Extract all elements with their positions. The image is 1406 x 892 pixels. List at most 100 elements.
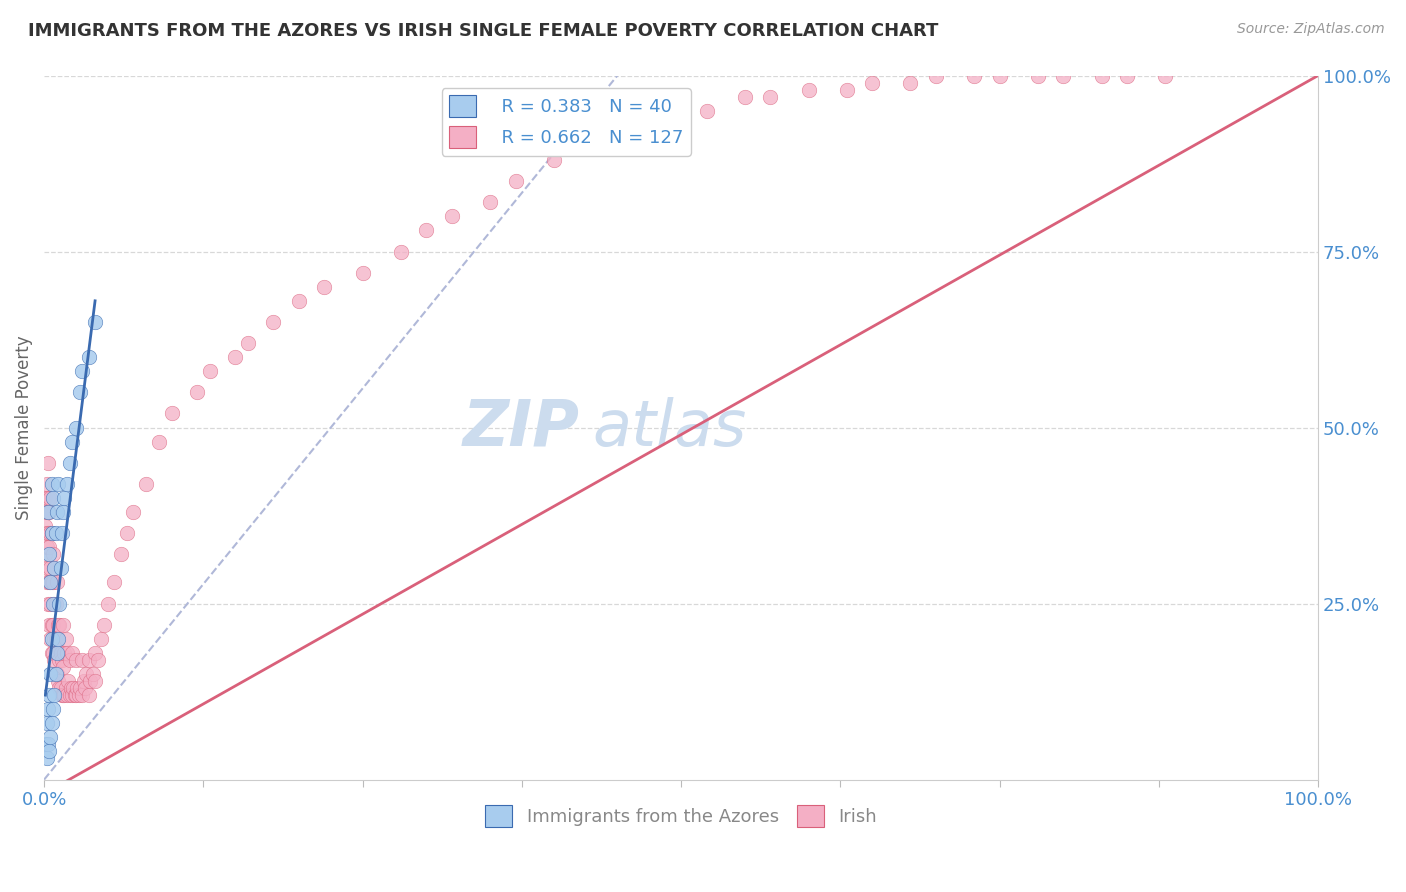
Point <box>49 681 72 695</box>
Point <box>1154 69 1177 83</box>
Point <box>122 505 145 519</box>
Point <box>77 653 100 667</box>
Point <box>46 632 69 646</box>
Point <box>79 673 101 688</box>
Point <box>389 244 412 259</box>
Point <box>42 491 65 505</box>
Point <box>51 653 73 667</box>
Point <box>34 491 56 505</box>
Point <box>835 82 858 96</box>
Point <box>45 632 67 646</box>
Text: IMMIGRANTS FROM THE AZORES VS IRISH SINGLE FEMALE POVERTY CORRELATION CHART: IMMIGRANTS FROM THE AZORES VS IRISH SING… <box>28 22 938 40</box>
Point <box>52 688 75 702</box>
Point <box>37 702 59 716</box>
Point <box>60 688 83 702</box>
Point <box>115 526 138 541</box>
Point <box>42 646 65 660</box>
Point <box>72 364 94 378</box>
Point <box>77 688 100 702</box>
Point <box>110 547 132 561</box>
Point <box>49 561 72 575</box>
Point <box>38 575 60 590</box>
Point <box>51 526 73 541</box>
Point <box>84 315 107 329</box>
Point <box>75 667 97 681</box>
Legend: Immigrants from the Azores, Irish: Immigrants from the Azores, Irish <box>478 797 884 834</box>
Point <box>45 526 67 541</box>
Point <box>77 350 100 364</box>
Point <box>84 646 107 660</box>
Point <box>38 541 60 555</box>
Point <box>37 491 59 505</box>
Point <box>568 139 591 153</box>
Point <box>37 597 59 611</box>
Point <box>39 632 62 646</box>
Point <box>35 526 58 541</box>
Point <box>797 82 820 96</box>
Point <box>1116 69 1139 83</box>
Point <box>55 632 77 646</box>
Point <box>34 547 56 561</box>
Point <box>48 681 70 695</box>
Point <box>62 681 84 695</box>
Point <box>39 597 62 611</box>
Point <box>1052 69 1074 83</box>
Point <box>51 688 73 702</box>
Point <box>45 575 67 590</box>
Point <box>58 673 80 688</box>
Point <box>41 617 63 632</box>
Point <box>224 350 246 364</box>
Point <box>39 575 62 590</box>
Point <box>35 505 58 519</box>
Point <box>505 174 527 188</box>
Point <box>41 476 63 491</box>
Point <box>41 632 63 646</box>
Point <box>59 681 82 695</box>
Point <box>49 646 72 660</box>
Point <box>73 681 96 695</box>
Point <box>72 673 94 688</box>
Text: ZIP: ZIP <box>463 397 579 458</box>
Point <box>198 364 221 378</box>
Point <box>288 293 311 308</box>
Point <box>56 646 79 660</box>
Point <box>734 89 756 103</box>
Point <box>103 575 125 590</box>
Point <box>669 103 692 118</box>
Point <box>35 476 58 491</box>
Point <box>38 547 60 561</box>
Point <box>479 195 502 210</box>
Point <box>48 653 70 667</box>
Point <box>42 617 65 632</box>
Point <box>41 646 63 660</box>
Point <box>72 653 94 667</box>
Point <box>39 561 62 575</box>
Point <box>45 505 67 519</box>
Point <box>48 617 70 632</box>
Point <box>963 69 986 83</box>
Point <box>58 456 80 470</box>
Point <box>39 667 62 681</box>
Point <box>72 688 94 702</box>
Point <box>66 681 89 695</box>
Point <box>45 597 67 611</box>
Point <box>925 69 948 83</box>
Point <box>759 89 782 103</box>
Point <box>42 547 65 561</box>
Point <box>44 653 66 667</box>
Point <box>988 69 1011 83</box>
Point <box>42 575 65 590</box>
Point <box>37 456 59 470</box>
Point <box>46 476 69 491</box>
Point <box>38 505 60 519</box>
Point <box>52 660 75 674</box>
Point <box>56 476 79 491</box>
Point <box>44 561 66 575</box>
Point <box>262 315 284 329</box>
Point <box>415 223 437 237</box>
Point <box>35 751 58 765</box>
Point <box>135 476 157 491</box>
Point <box>1090 69 1112 83</box>
Point <box>35 541 58 555</box>
Point <box>42 702 65 716</box>
